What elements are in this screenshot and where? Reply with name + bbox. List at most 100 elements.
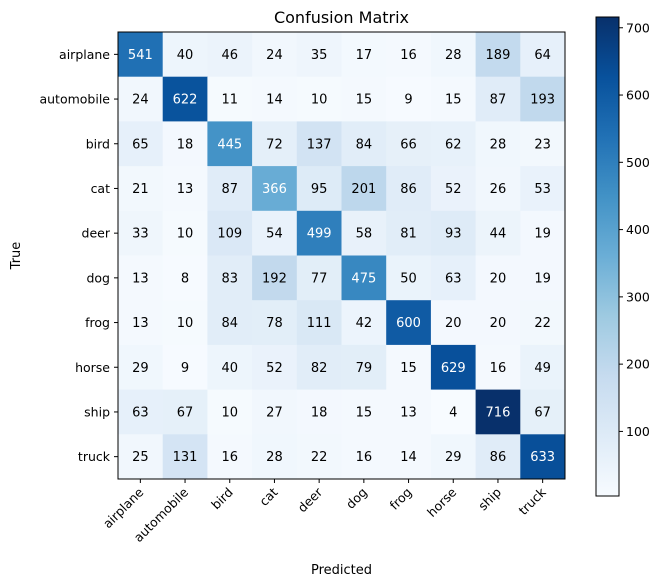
heatmap-cell xyxy=(207,344,253,391)
heatmap-cell xyxy=(475,300,521,346)
cell-value-label: 4 xyxy=(449,405,457,420)
heatmap-cell xyxy=(296,434,342,480)
heatmap-cell xyxy=(520,166,566,212)
cell-value-label: 52 xyxy=(266,361,283,376)
cell-value-label: 19 xyxy=(534,227,551,242)
heatmap-cell xyxy=(386,255,432,301)
heatmap-cell xyxy=(386,344,432,391)
cell-value-label: 193 xyxy=(530,93,555,108)
heatmap-cell xyxy=(386,210,432,256)
cell-value-label: 13 xyxy=(132,271,149,286)
cell-value-label: 67 xyxy=(177,405,194,420)
cell-value-label: 9 xyxy=(404,93,412,108)
heatmap-cell xyxy=(207,32,253,78)
heatmap-cell xyxy=(430,255,477,301)
y-tick-label: deer xyxy=(82,226,111,241)
heatmap-cell xyxy=(475,166,521,212)
heatmap-cell xyxy=(475,344,521,391)
x-tick-label: dog xyxy=(343,485,370,512)
cell-value-label: 109 xyxy=(217,227,242,242)
cell-value-label: 366 xyxy=(262,182,287,197)
x-tick-label: cat xyxy=(256,484,280,508)
cell-value-label: 18 xyxy=(177,137,194,152)
cell-value-label: 44 xyxy=(490,227,507,242)
heatmap-cell xyxy=(386,434,432,480)
heatmap-cell xyxy=(386,300,432,346)
heatmap-cell xyxy=(118,32,164,78)
cell-value-label: 24 xyxy=(132,93,149,108)
cell-value-label: 111 xyxy=(307,316,332,331)
heatmap-cell xyxy=(207,166,253,212)
cell-value-label: 499 xyxy=(307,227,332,242)
heatmap-cell xyxy=(207,300,253,346)
cell-value-label: 10 xyxy=(177,227,194,242)
cell-value-label: 14 xyxy=(400,450,417,465)
cell-value-label: 50 xyxy=(400,271,417,286)
y-tick-label: frog xyxy=(85,315,110,330)
heatmap-cell xyxy=(520,344,566,391)
heatmap-cell xyxy=(430,210,477,256)
heatmap-cell xyxy=(520,255,566,301)
cell-value-label: 29 xyxy=(445,450,462,465)
colorbar-tick-label: 400 xyxy=(626,222,650,237)
cell-value-label: 9 xyxy=(181,361,189,376)
y-tick-label: bird xyxy=(86,136,110,151)
cell-value-label: 78 xyxy=(266,316,283,331)
heatmap-cell xyxy=(296,32,342,78)
heatmap-cell xyxy=(252,76,298,122)
y-axis-label: True xyxy=(9,242,24,271)
cell-value-label: 52 xyxy=(445,182,462,197)
cell-value-label: 13 xyxy=(177,182,194,197)
heatmap-cell xyxy=(296,121,342,167)
heatmap-cell xyxy=(296,344,342,391)
cell-value-label: 10 xyxy=(221,405,238,420)
cell-value-label: 541 xyxy=(128,48,153,63)
heatmap-cell xyxy=(252,389,298,435)
cell-value-label: 600 xyxy=(396,316,421,331)
heatmap-cell xyxy=(162,434,208,480)
chart-title: Confusion Matrix xyxy=(274,8,409,27)
heatmap-cell xyxy=(475,255,521,301)
heatmap-cell xyxy=(252,121,298,167)
colorbar-tick-label: 100 xyxy=(626,424,650,439)
heatmap-cell xyxy=(118,344,164,391)
heatmap-cell xyxy=(341,434,387,480)
heatmap-cell xyxy=(296,255,342,301)
cell-value-label: 11 xyxy=(221,93,238,108)
heatmap-cell xyxy=(118,300,164,346)
heatmap-cell xyxy=(341,166,387,212)
cell-value-label: 33 xyxy=(132,227,149,242)
heatmap-cell xyxy=(520,434,566,480)
cell-value-label: 40 xyxy=(221,361,238,376)
cell-value-label: 16 xyxy=(221,450,238,465)
cell-value-label: 86 xyxy=(400,182,417,197)
cell-value-label: 28 xyxy=(445,48,462,63)
cell-value-label: 65 xyxy=(132,137,149,152)
heatmap-cell xyxy=(520,32,566,78)
heatmap-cell xyxy=(341,210,387,256)
cell-value-label: 28 xyxy=(266,450,283,465)
cell-value-label: 137 xyxy=(307,137,332,152)
cell-value-label: 716 xyxy=(486,405,511,420)
y-tick-label: ship xyxy=(84,404,110,419)
heatmap-cell xyxy=(430,434,477,480)
cell-value-label: 24 xyxy=(266,48,283,63)
colorbar-ticks: 100 200 300 400 500 600 700 xyxy=(619,20,650,439)
cell-value-label: 28 xyxy=(490,137,507,152)
x-tick-label: truck xyxy=(515,484,549,518)
cell-value-label: 8 xyxy=(181,271,189,286)
heatmap-cell xyxy=(207,121,253,167)
heatmap-cell xyxy=(341,76,387,122)
heatmap-cell xyxy=(162,210,208,256)
y-tick-label: automobile xyxy=(39,92,110,107)
cell-value-label: 63 xyxy=(445,271,462,286)
cell-value-label: 77 xyxy=(311,271,328,286)
heatmap-cell xyxy=(296,300,342,346)
heatmap-cell xyxy=(118,76,164,122)
heatmap-cell xyxy=(252,32,298,78)
heatmap-cell xyxy=(162,344,208,391)
cell-value-label: 49 xyxy=(534,361,551,376)
heatmap-cell xyxy=(162,389,208,435)
x-tick-label: frog xyxy=(386,485,414,513)
